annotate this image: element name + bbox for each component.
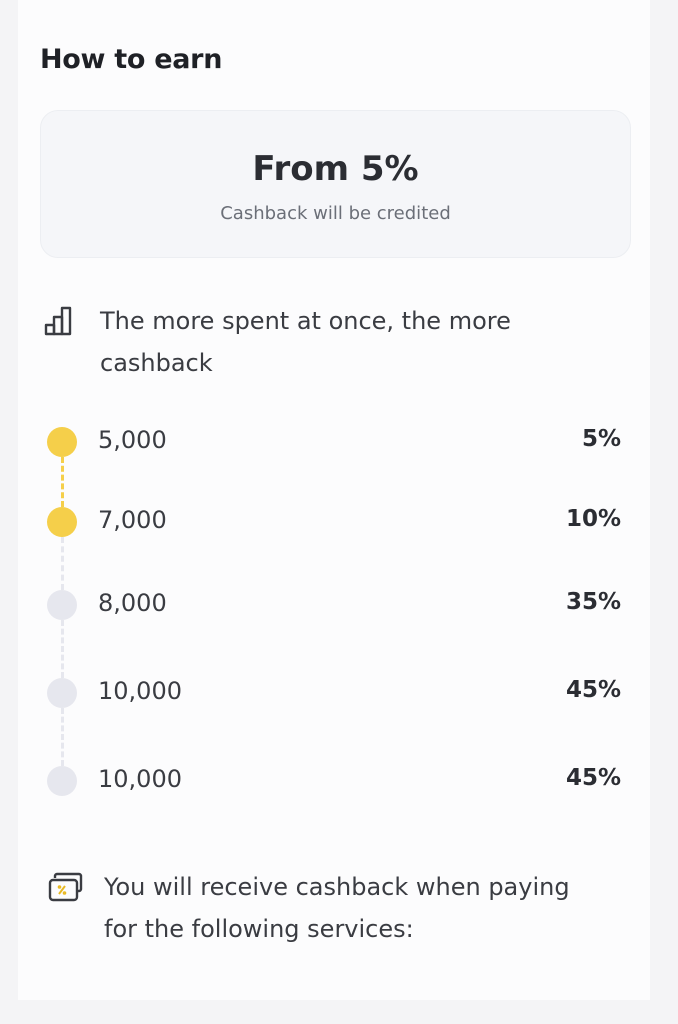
tier-row: 10,000 45% (0, 673, 678, 713)
tier-status-dot (47, 507, 77, 537)
tier-percent: 45% (565, 677, 621, 703)
cashback-subtitle: Cashback will be credited (220, 203, 451, 224)
cashback-value: From 5% (252, 149, 419, 189)
cards-percent-icon (48, 872, 84, 917)
tier-connector (61, 620, 64, 678)
tier-connector (61, 708, 64, 766)
tier-status-dot (47, 678, 77, 708)
tier-row: 7,000 10% (0, 502, 678, 542)
tier-row: 8,000 35% (0, 585, 678, 625)
tier-status-dot (47, 427, 77, 457)
cashback-summary: From 5% Cashback will be credited (40, 110, 631, 258)
tier-status-dot (47, 590, 77, 620)
tier-amount: 10,000 (98, 677, 182, 705)
tier-connector (61, 457, 64, 507)
tier-percent: 10% (565, 506, 621, 532)
tier-amount: 7,000 (98, 506, 167, 534)
tier-percent: 35% (565, 589, 621, 615)
tier-amount: 8,000 (98, 589, 167, 617)
tier-row: 10,000 45% (0, 761, 678, 801)
tier-amount: 5,000 (98, 426, 167, 454)
tier-percent: 45% (565, 765, 621, 791)
tier-amount: 10,000 (98, 765, 182, 793)
services-info-text: You will receive cashback when paying fo… (104, 873, 570, 943)
tiers-info-text: The more spent at once, the more cashbac… (100, 307, 511, 377)
tier-status-dot (47, 766, 77, 796)
bar-chart-icon (44, 304, 78, 351)
tier-row: 5,000 5% (0, 422, 678, 462)
tier-percent: 5% (581, 426, 621, 452)
section-title: How to earn (40, 44, 223, 75)
tier-connector (61, 537, 64, 590)
